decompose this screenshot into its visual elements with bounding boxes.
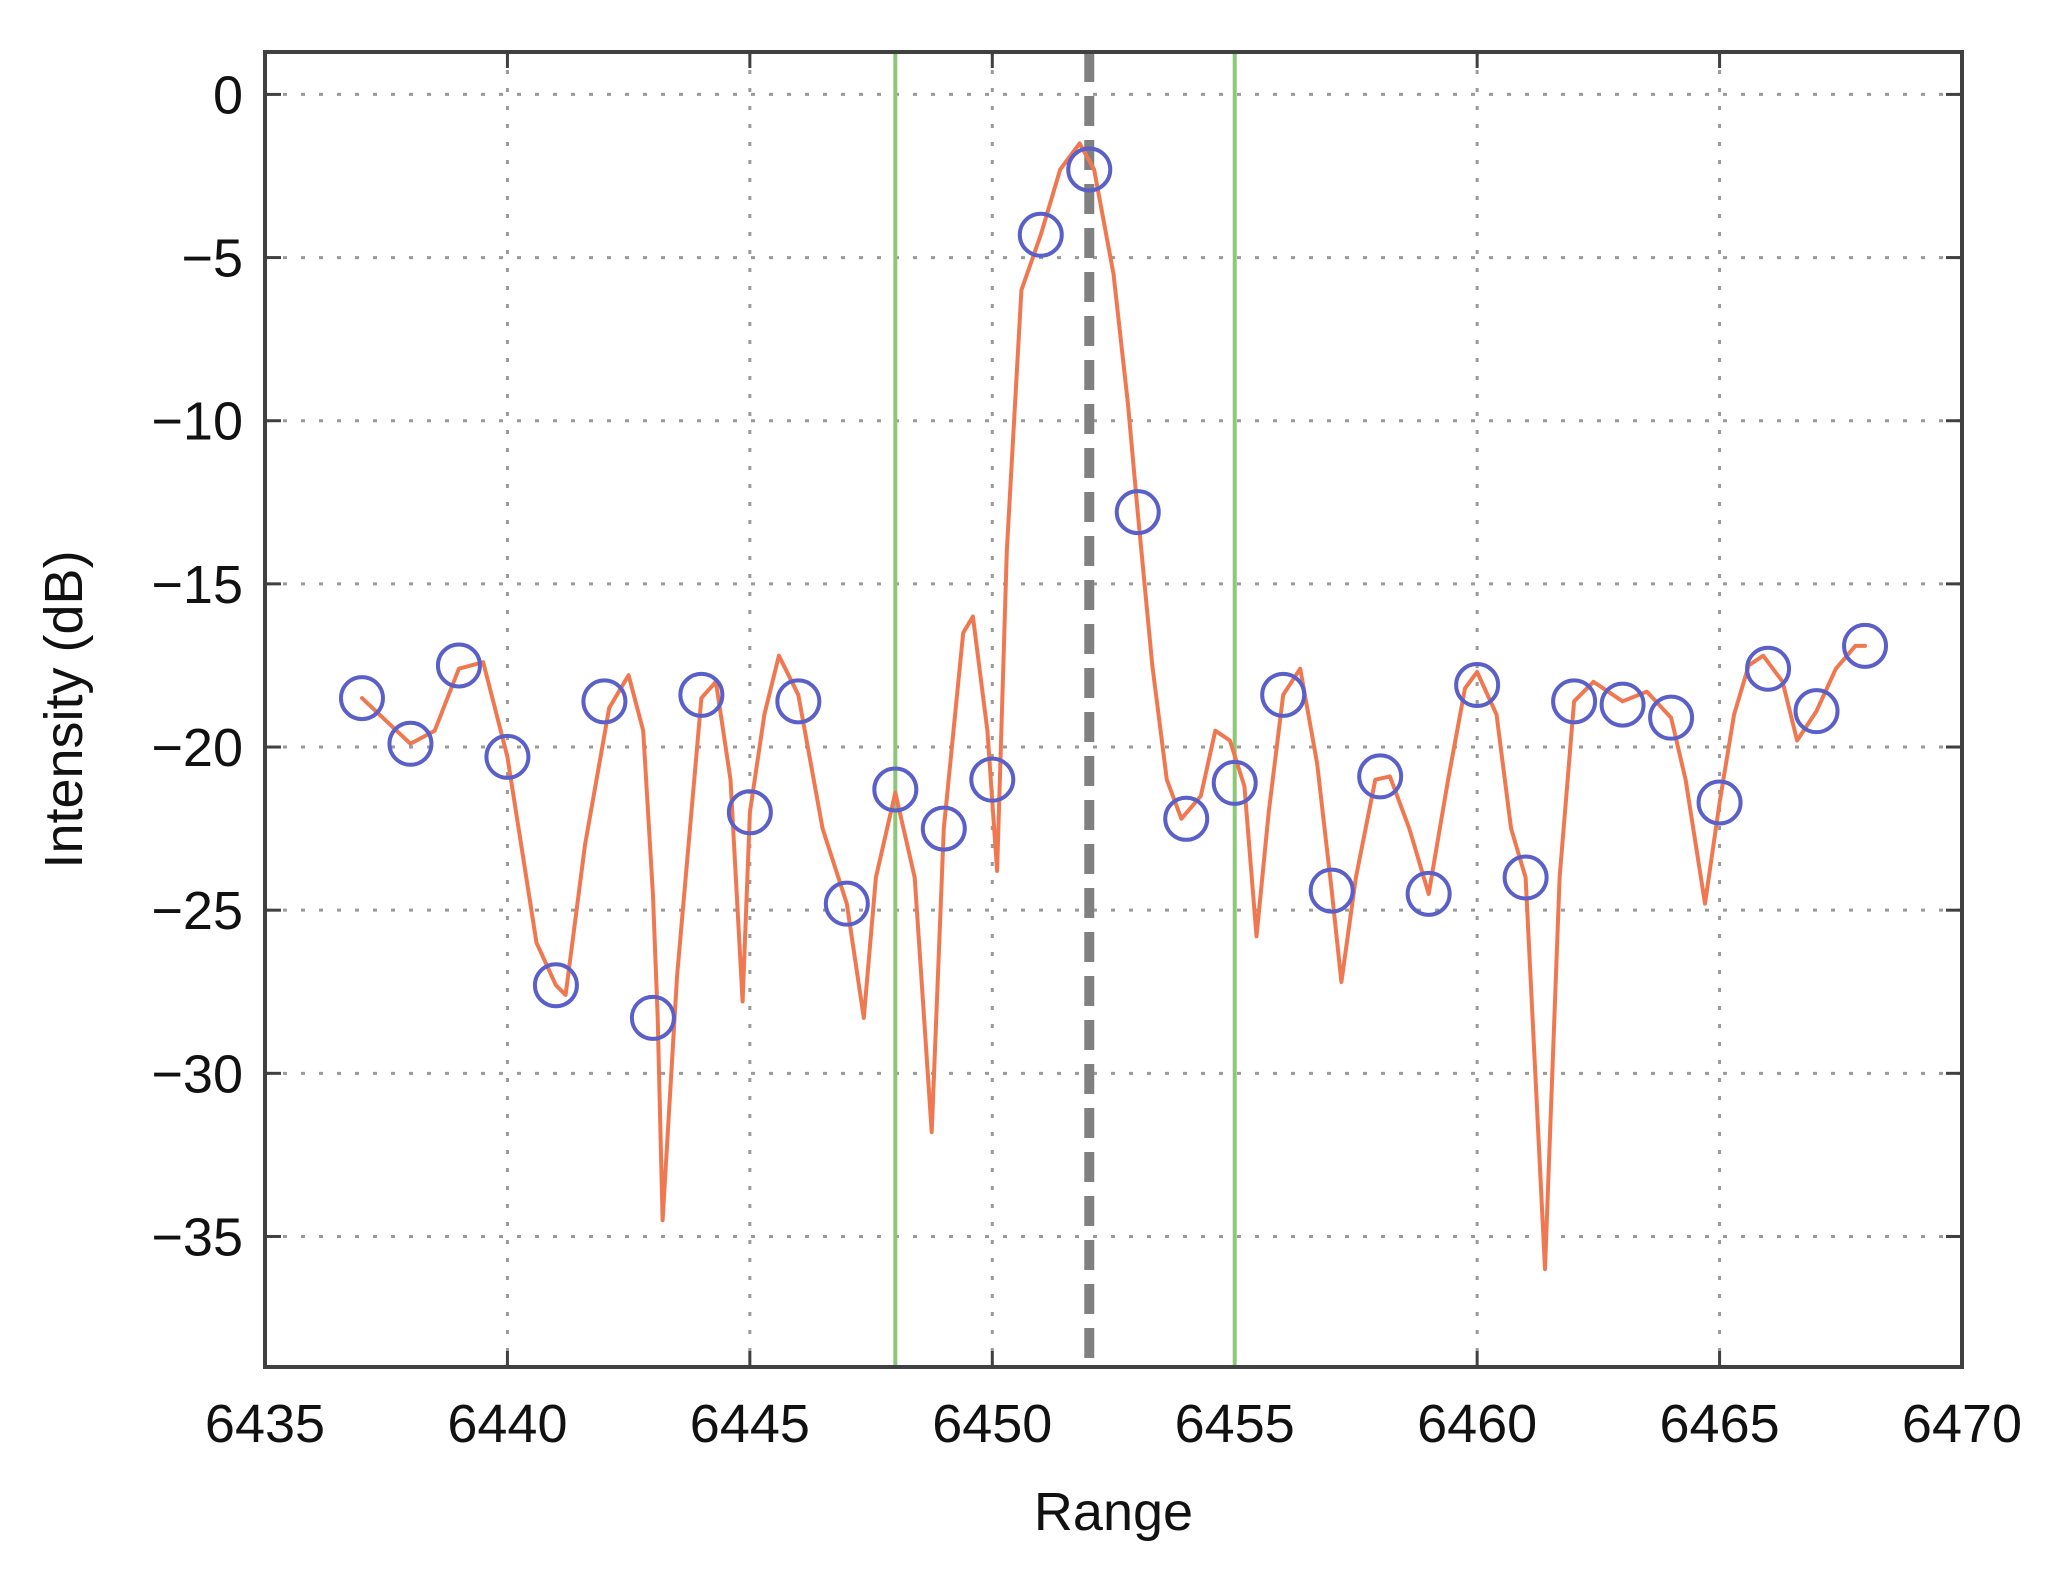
sample-point bbox=[1842, 622, 1889, 669]
y-tick-labels: 0 −5 −10 −15 −20 −25 −30 −35 bbox=[151, 65, 243, 1267]
sample-point bbox=[1551, 678, 1598, 725]
sample-point bbox=[1745, 645, 1792, 692]
sample-point bbox=[678, 671, 725, 718]
y-tick-label: −10 bbox=[151, 392, 243, 452]
sample-point bbox=[1502, 854, 1549, 901]
x-axis-title: Range bbox=[1034, 1482, 1193, 1542]
y-tick-label: −5 bbox=[181, 229, 243, 289]
y-tick-label: −35 bbox=[151, 1207, 243, 1267]
sample-point bbox=[1114, 489, 1161, 536]
y-tick-label: −25 bbox=[151, 881, 243, 941]
sample-point bbox=[1163, 795, 1210, 842]
y-axis-title: Intensity (dB) bbox=[34, 550, 94, 868]
sample-point bbox=[1405, 870, 1452, 917]
sample-point bbox=[1260, 671, 1307, 718]
x-tick-label: 6450 bbox=[932, 1394, 1052, 1454]
sample-point bbox=[532, 962, 579, 1009]
sample-point bbox=[969, 756, 1016, 803]
sample-point bbox=[1599, 681, 1646, 728]
x-tick-label: 6440 bbox=[447, 1394, 567, 1454]
plot-frame bbox=[263, 50, 1964, 1369]
sample-point bbox=[581, 678, 628, 725]
x-tick-label: 6435 bbox=[205, 1394, 325, 1454]
sample-point bbox=[1066, 146, 1113, 193]
x-tick-label: 6470 bbox=[1902, 1394, 2022, 1454]
sample-point bbox=[823, 880, 870, 927]
marker-lines bbox=[893, 52, 1237, 1367]
sample-point bbox=[920, 805, 967, 852]
sample-point bbox=[726, 789, 773, 836]
y-tick-label: −15 bbox=[151, 555, 243, 615]
y-tick-label: 0 bbox=[213, 65, 243, 125]
sample-point bbox=[775, 678, 822, 725]
x-tick-labels: 6435 6440 6445 6450 6455 6460 6465 6470 bbox=[205, 1394, 2022, 1454]
sample-point bbox=[1454, 662, 1501, 709]
sample-point bbox=[1211, 759, 1258, 806]
sample-point bbox=[1696, 779, 1743, 826]
sample-point bbox=[1648, 694, 1695, 741]
sample-point bbox=[1017, 211, 1064, 258]
sample-point bbox=[484, 733, 531, 780]
x-tick-label: 6460 bbox=[1417, 1394, 1537, 1454]
sample-point bbox=[387, 720, 434, 767]
sample-point bbox=[1793, 688, 1840, 735]
sample-point bbox=[872, 766, 919, 813]
sample-point bbox=[629, 994, 676, 1041]
sample-point bbox=[1308, 867, 1355, 914]
sample-point bbox=[338, 675, 385, 722]
x-tick-label: 6445 bbox=[690, 1394, 810, 1454]
sample-point bbox=[1357, 753, 1404, 800]
x-tick-label: 6465 bbox=[1660, 1394, 1780, 1454]
sample-point bbox=[435, 642, 482, 689]
y-tick-label: −30 bbox=[151, 1044, 243, 1104]
sample-layer bbox=[338, 146, 1889, 1041]
x-tick-label: 6455 bbox=[1175, 1394, 1295, 1454]
y-tick-label: −20 bbox=[151, 718, 243, 778]
